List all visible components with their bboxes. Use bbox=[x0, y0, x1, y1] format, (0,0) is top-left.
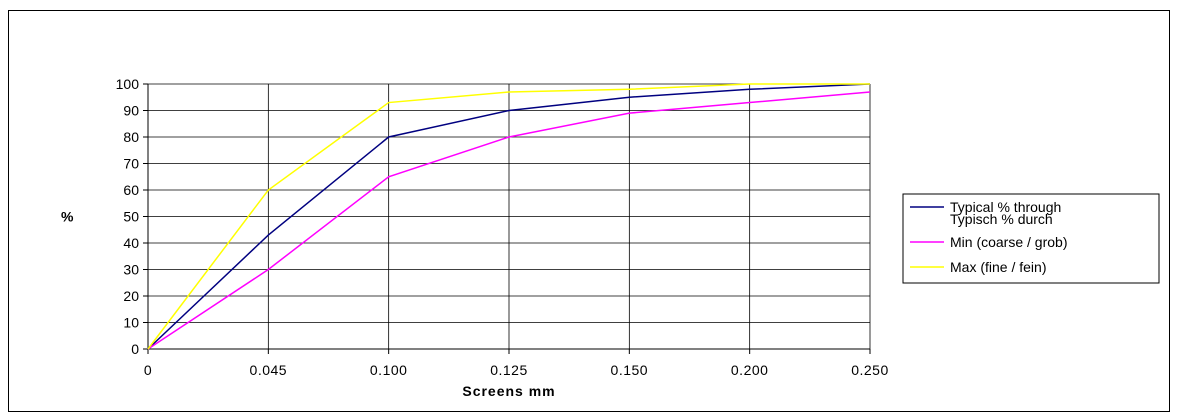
y-tick-label: 60 bbox=[123, 182, 139, 198]
x-tick-label: 0.100 bbox=[370, 362, 408, 378]
legend-label-1: Typical % through bbox=[950, 199, 1061, 215]
x-tick-label: 0.250 bbox=[851, 362, 889, 378]
line-chart: 0 10 20 30 40 50 60 70 80 90 100 0 0.045 0.100 0.125 0.… bbox=[61, 76, 1160, 399]
chart-frame: 0 10 20 30 40 50 60 70 80 90 100 0 0.045 0.100 0.125 0.… bbox=[8, 10, 1170, 412]
x-tick-label: 0.045 bbox=[250, 362, 288, 378]
y-axis-title: % bbox=[61, 209, 74, 225]
series-line-1 bbox=[147, 83, 871, 350]
y-tick-label: 40 bbox=[123, 235, 139, 251]
y-tick-label: 70 bbox=[123, 156, 139, 172]
x-tick-label: 0.150 bbox=[611, 362, 649, 378]
tick-labels: 0 10 20 30 40 50 60 70 80 90 100 0 0.045 0.100 0.125 0.… bbox=[116, 76, 889, 378]
y-tick-label: 20 bbox=[123, 288, 139, 304]
axes bbox=[143, 83, 871, 354]
x-axis-title: Screens mm bbox=[462, 383, 555, 399]
gridlines bbox=[148, 83, 871, 349]
series-line-2 bbox=[147, 91, 871, 350]
x-tick-label: 0 bbox=[144, 362, 152, 378]
legend-label-2: Min (coarse / grob) bbox=[950, 234, 1067, 250]
y-tick-label: 100 bbox=[116, 76, 140, 92]
legend-label-3: Max (fine / fein) bbox=[950, 259, 1046, 275]
legend-box bbox=[902, 193, 1160, 284]
y-tick-label: 0 bbox=[131, 341, 139, 357]
x-tick-label: 0.200 bbox=[731, 362, 769, 378]
y-tick-label: 10 bbox=[123, 315, 139, 331]
y-tick-label: 50 bbox=[123, 209, 139, 225]
data-series bbox=[147, 83, 871, 350]
y-tick-label: 90 bbox=[123, 103, 139, 119]
legend-label-1: Typisch % durch bbox=[950, 211, 1053, 227]
series-line-3 bbox=[147, 83, 870, 350]
y-tick-label: 30 bbox=[123, 262, 139, 278]
y-tick-label: 80 bbox=[123, 129, 139, 145]
x-tick-label: 0.125 bbox=[490, 362, 528, 378]
